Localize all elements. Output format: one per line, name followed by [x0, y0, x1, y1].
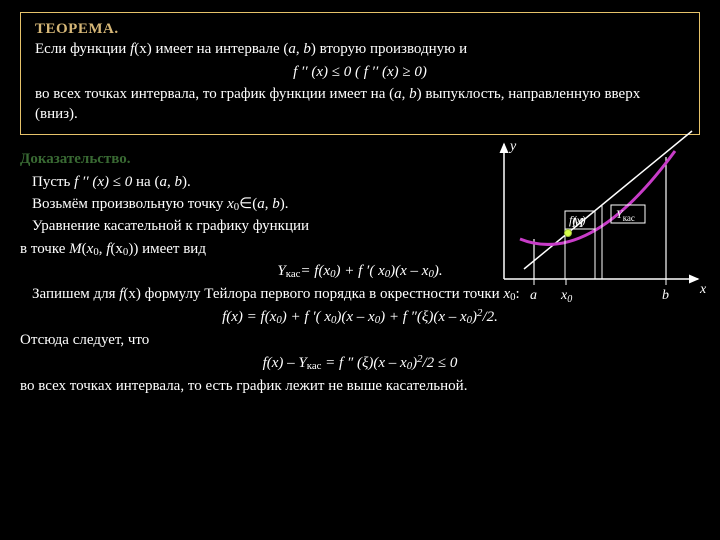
text: = f(x: [300, 263, 330, 279]
text: в точке: [20, 241, 69, 257]
svg-text:M: M: [571, 216, 585, 231]
theorem-box: ТЕОРЕМА. Если функции f(x) имеет на инте…: [20, 12, 700, 135]
text: Возьмём произвольную точку: [32, 196, 227, 212]
text: Пусть: [32, 174, 74, 190]
text: во всех точках интервала, то график функ…: [35, 86, 394, 102]
svg-text:x: x: [699, 282, 707, 297]
text: имеет вид: [138, 241, 206, 257]
proof-p7: во всех точках интервала, то есть график…: [20, 376, 700, 396]
text: )(x – x: [390, 263, 428, 279]
text: f(x) – Y: [263, 355, 307, 371]
text: = f ″ (ξ)(x – x: [321, 355, 406, 371]
proof-p6: Отсюда следует, что: [20, 330, 700, 350]
text: )(x – x: [336, 309, 374, 325]
theorem-line-1: Если функции f(x) имеет на интервале (a,…: [35, 39, 685, 59]
sub: кас: [307, 360, 322, 372]
var-b: b: [303, 41, 311, 57]
text: /2 ≤ 0: [423, 355, 458, 371]
svg-text:y: y: [508, 139, 517, 154]
text: имеет на интервале (: [152, 41, 289, 57]
text: ).: [280, 196, 289, 212]
text: ).: [182, 174, 191, 190]
proof-p3: Уравнение касательной к графику функции: [20, 216, 460, 236]
proof-diagram: f(x)YкасMabx0xy: [480, 139, 710, 309]
var-a: a: [159, 174, 167, 190]
text: на (: [132, 174, 159, 190]
text: формулу Тейлора первого порядка в окрест…: [141, 286, 504, 302]
text: (x): [134, 41, 152, 57]
var-a: a: [394, 86, 402, 102]
text: )): [128, 241, 138, 257]
theorem-line-2: во всех точках интервала, то график функ…: [35, 84, 685, 125]
svg-text:x0: x0: [560, 288, 572, 305]
var-a: a: [288, 41, 296, 57]
text: ) + f ′( x: [336, 263, 385, 279]
text: (x): [123, 286, 141, 302]
text: f(x) = f(x: [222, 309, 276, 325]
svg-text:b: b: [662, 288, 669, 303]
text: /2.: [482, 309, 497, 325]
in-symbol: ∈: [239, 196, 252, 212]
eq-diff: f(x) – Yкас = f ″ (ξ)(x – x0)2/2 ≤ 0: [20, 352, 700, 374]
text: Если функции: [35, 41, 130, 57]
proof-area: Доказательство. Пусть f ′′ (x) ≤ 0 на (a…: [20, 149, 700, 396]
var-b: b: [409, 86, 417, 102]
slide: ТЕОРЕМА. Если функции f(x) имеет на инте…: [0, 0, 720, 540]
text: Y: [277, 263, 285, 279]
text: ) вторую производную и: [311, 41, 467, 57]
var-b: b: [272, 196, 280, 212]
var-a: a: [257, 196, 265, 212]
text: ).: [434, 263, 443, 279]
proof-narrow-text: Пусть f ′′ (x) ≤ 0 на (a, b). Возьмём пр…: [20, 172, 460, 237]
sub: кас: [286, 268, 301, 280]
text: ) + f ″(ξ)(x – x: [380, 309, 467, 325]
text: f ′′ (x) ≥ 0): [364, 64, 427, 80]
var-x: x: [227, 196, 234, 212]
svg-text:a: a: [530, 288, 537, 303]
diagram-svg: f(x)YкасMabx0xy: [480, 139, 710, 309]
var-M: M: [69, 241, 82, 257]
proof-p2: Возьмём произвольную точку x0∈(a, b).: [20, 194, 460, 215]
eq-taylor: f(x) = f(x0) + f ′( x0)(x – x0) + f ″(ξ)…: [20, 306, 700, 328]
proof-p1: Пусть f ′′ (x) ≤ 0 на (a, b).: [20, 172, 460, 192]
text: f ′′ (x) ≤ 0 (: [293, 64, 364, 80]
text: ,: [402, 86, 410, 102]
theorem-title: ТЕОРЕМА.: [35, 19, 685, 39]
text: (x: [110, 241, 123, 257]
text: Запишем для: [32, 286, 119, 302]
var-b: b: [174, 174, 182, 190]
text: ) + f ′( x: [282, 309, 331, 325]
theorem-eq-1: f ′′ (x) ≤ 0 ( f ′′ (x) ≥ 0): [35, 62, 685, 82]
expr: f ′′ (x) ≤ 0: [74, 174, 132, 190]
